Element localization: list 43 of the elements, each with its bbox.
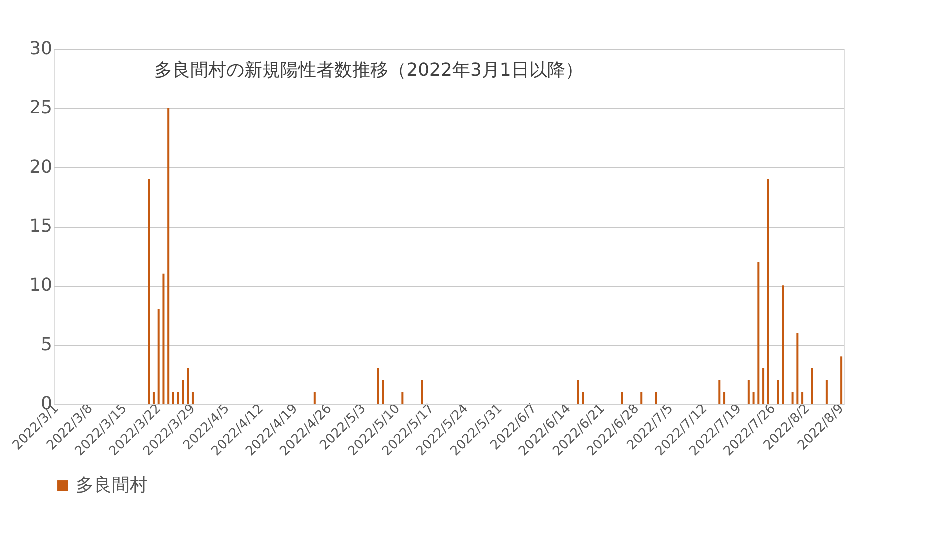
bar xyxy=(172,392,174,404)
bar xyxy=(840,356,843,404)
bar xyxy=(767,179,770,404)
text: 多良間村の新規陽性者数推移（2022年3月1日以降） xyxy=(154,60,584,81)
bar xyxy=(187,368,190,404)
bar xyxy=(377,368,380,404)
y-tick-label: 25 xyxy=(30,98,52,119)
bar xyxy=(655,392,658,404)
bar xyxy=(724,392,726,404)
bar xyxy=(640,392,643,404)
y-tick-label: 20 xyxy=(30,156,52,178)
bar xyxy=(177,392,180,404)
bar xyxy=(796,333,799,404)
bar xyxy=(762,368,765,404)
bar xyxy=(718,380,721,404)
bar xyxy=(182,380,184,404)
bar xyxy=(192,392,194,404)
legend-label: 多良間村 xyxy=(76,475,148,496)
y-tick-label: 10 xyxy=(30,275,52,296)
bar xyxy=(158,309,160,404)
bar xyxy=(758,262,760,404)
bar xyxy=(802,392,804,404)
bar xyxy=(777,380,780,404)
bar xyxy=(402,392,404,404)
bar xyxy=(621,392,624,404)
bar xyxy=(382,380,384,404)
bar xyxy=(792,392,794,404)
y-tick-label: 15 xyxy=(30,216,52,237)
bar xyxy=(826,380,828,404)
bar xyxy=(162,274,165,404)
bar xyxy=(148,179,150,404)
bar xyxy=(811,368,814,404)
bar xyxy=(314,392,316,404)
bar xyxy=(582,392,584,404)
bar xyxy=(577,380,580,404)
bar xyxy=(421,380,424,404)
bar xyxy=(152,392,155,404)
bar xyxy=(782,286,784,404)
bar xyxy=(168,108,170,404)
bar xyxy=(748,380,750,404)
y-tick-label: 5 xyxy=(41,334,52,356)
bar xyxy=(752,392,755,404)
y-tick-label: 30 xyxy=(30,38,52,60)
